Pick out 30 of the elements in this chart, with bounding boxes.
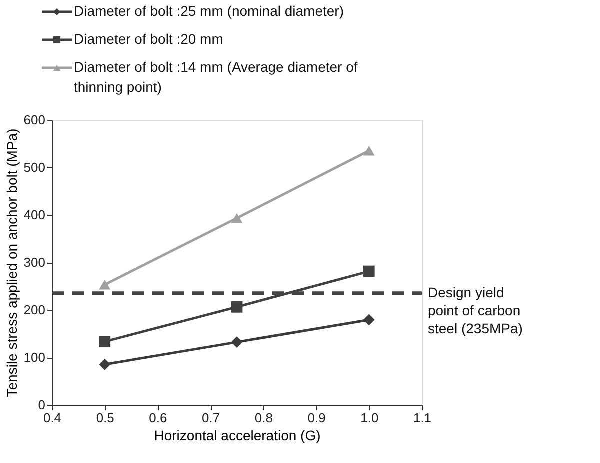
y-tick-label: 500 (24, 160, 46, 175)
x-tick-label: 0.4 (43, 410, 62, 426)
y-tick-label: 200 (24, 302, 46, 318)
y-tick-label: 400 (24, 208, 46, 222)
y-axis-title: Tensile stress applied on anchor bolt (MPa) (4, 128, 20, 398)
x-tick-label: 1.0 (360, 410, 379, 426)
point (231, 301, 243, 313)
point (231, 213, 243, 224)
x-axis-title: Horizontal acceleration (G) (154, 428, 321, 444)
point (99, 336, 111, 348)
y-tick-label: 600 (24, 112, 46, 128)
x-tick-label: 0.6 (149, 410, 168, 426)
legend-label: Diameter of bolt :25 mm (nominal diameter) (74, 3, 344, 19)
x-tick-label: 1.1 (413, 410, 432, 426)
x-tick-label: 0.7 (202, 410, 220, 426)
legend-label: Diameter of bolt :14 mm (Average diameter of thinning point) (74, 59, 358, 95)
x-tick-label: 0.9 (308, 410, 326, 426)
legend-label: Diameter of bolt :20 mm (74, 31, 224, 47)
point (231, 336, 243, 348)
point (363, 314, 375, 326)
x-tick-label: 0.5 (96, 410, 114, 426)
x-tick-label: 0.8 (254, 410, 273, 426)
y-tick-label: 0 (38, 398, 46, 412)
point (99, 358, 111, 370)
y-tick-label: 100 (24, 350, 46, 365)
y-tick-label: 300 (24, 255, 46, 270)
point (363, 266, 375, 278)
point (363, 146, 375, 156)
ref-line-label: Design yield point of carbon steel (235MPa) (428, 284, 523, 336)
point (99, 280, 111, 290)
